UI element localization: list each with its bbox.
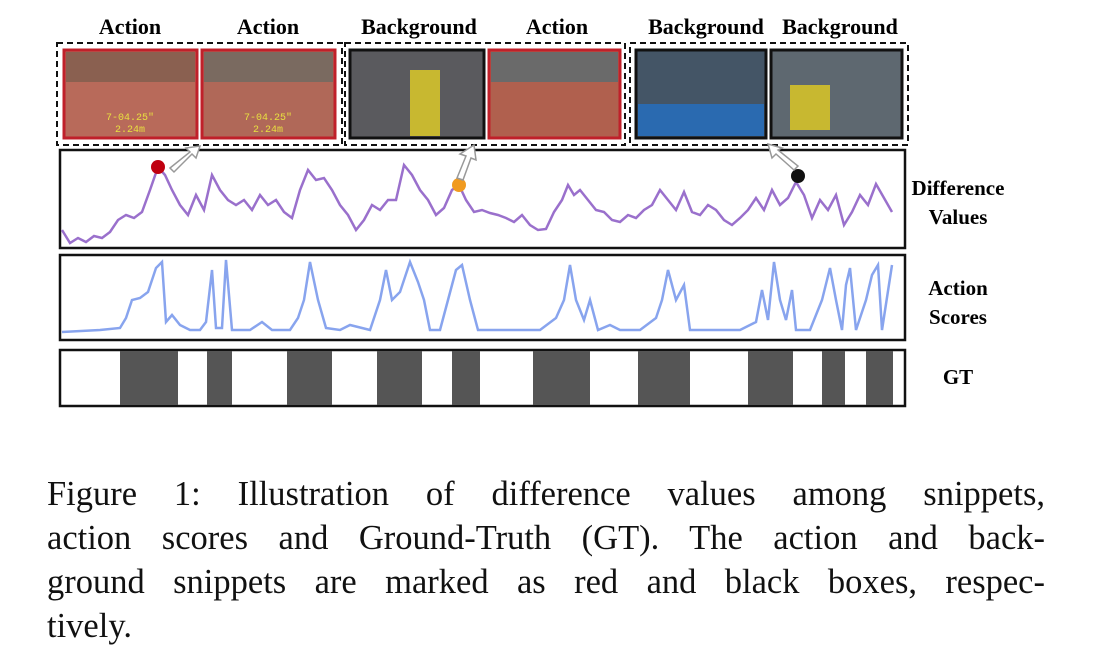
marker — [791, 169, 805, 183]
frame-overlay: 7-04.25" — [244, 112, 292, 124]
row-label: Difference — [912, 176, 1005, 200]
caption: Figure 1: Illustration of difference val… — [47, 472, 1045, 648]
caption-line: ground snippets are marked as red and bl… — [47, 563, 1045, 601]
score-curve — [61, 258, 894, 334]
row-label: Scores — [929, 305, 987, 329]
frame-groups — [56, 42, 909, 146]
frame-label: Action — [237, 14, 299, 39]
panels — [58, 148, 907, 408]
arrows — [168, 142, 800, 181]
frame-label: Background — [782, 14, 898, 39]
marker — [151, 160, 165, 174]
frames — [62, 48, 904, 140]
row-label: GT — [943, 365, 973, 389]
caption-line: Figure 1: Illustration of difference val… — [47, 475, 1045, 513]
frame-overlay: 2.24m — [115, 125, 145, 136]
difference-curve — [60, 162, 894, 245]
figure: Action Action Background Action Backgrou… — [56, 14, 1005, 408]
frame-label: Action — [99, 14, 161, 39]
caption-line: action scores and Ground-Truth (GT). The… — [47, 519, 1045, 557]
row-label: Values — [929, 205, 988, 229]
frame-overlay: 2.24m — [253, 125, 283, 136]
row-label: Action — [928, 276, 988, 300]
frame-overlay: 7-04.25" — [106, 112, 154, 124]
frame-label: Background — [361, 14, 477, 39]
frame-label: Action — [526, 14, 588, 39]
marker — [452, 178, 466, 192]
frame-label: Background — [648, 14, 764, 39]
gt-segments — [120, 351, 893, 405]
caption-line: tively. — [47, 607, 132, 645]
